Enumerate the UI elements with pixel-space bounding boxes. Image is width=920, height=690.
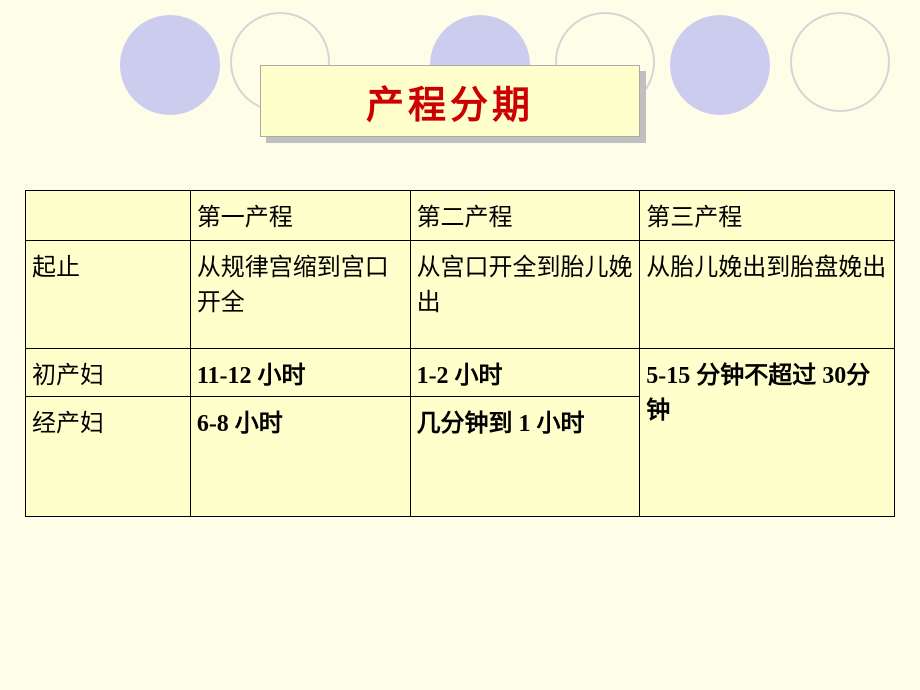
slide-title: 产程分期 — [366, 74, 534, 129]
row-label: 经产妇 — [26, 397, 191, 517]
table-row: 初产妇 11-12 小时 1-2 小时 5-15 分钟不超过 30分钟 — [26, 349, 895, 397]
header-cell — [26, 191, 191, 241]
row-label: 起止 — [26, 241, 191, 349]
table-cell: 11-12 小时 — [190, 349, 410, 397]
title-container: 产程分期 — [260, 65, 640, 137]
header-cell: 第一产程 — [190, 191, 410, 241]
table-cell: 6-8 小时 — [190, 397, 410, 517]
header-cell: 第二产程 — [410, 191, 640, 241]
table-cell: 1-2 小时 — [410, 349, 640, 397]
table-cell: 从宫口开全到胎儿娩出 — [410, 241, 640, 349]
table-cell: 从胎儿娩出到胎盘娩出 — [640, 241, 895, 349]
circle-filled — [120, 15, 220, 115]
table-row: 起止 从规律宫缩到宫口开全 从宫口开全到胎儿娩出 从胎儿娩出到胎盘娩出 — [26, 241, 895, 349]
labor-stages-table: 第一产程 第二产程 第三产程 起止 从规律宫缩到宫口开全 从宫口开全到胎儿娩出 … — [25, 190, 895, 517]
circle-filled — [670, 15, 770, 115]
table-cell: 几分钟到 1 小时 — [410, 397, 640, 517]
table-cell-merged: 5-15 分钟不超过 30分钟 — [640, 349, 895, 517]
table-cell: 从规律宫缩到宫口开全 — [190, 241, 410, 349]
header-cell: 第三产程 — [640, 191, 895, 241]
table-container: 第一产程 第二产程 第三产程 起止 从规律宫缩到宫口开全 从宫口开全到胎儿娩出 … — [25, 190, 895, 517]
title-box: 产程分期 — [260, 65, 640, 137]
table-header-row: 第一产程 第二产程 第三产程 — [26, 191, 895, 241]
row-label: 初产妇 — [26, 349, 191, 397]
circle-outline — [790, 12, 890, 112]
